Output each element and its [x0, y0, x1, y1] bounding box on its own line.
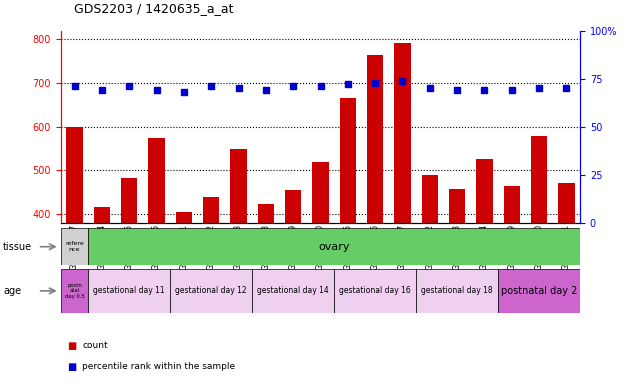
Bar — [148, 137, 165, 223]
Text: ■: ■ — [67, 362, 76, 372]
Bar — [171, 269, 252, 313]
Bar — [531, 136, 547, 223]
Bar — [498, 269, 580, 313]
Bar — [449, 189, 465, 223]
Bar — [394, 43, 411, 223]
Text: age: age — [3, 286, 21, 296]
Text: ovary: ovary — [319, 242, 350, 252]
Bar — [285, 190, 301, 223]
Text: gestational day 14: gestational day 14 — [257, 286, 329, 295]
Bar — [340, 98, 356, 223]
Bar — [504, 185, 520, 223]
Text: count: count — [82, 341, 108, 350]
Text: gestational day 16: gestational day 16 — [339, 286, 411, 295]
Bar — [67, 127, 83, 223]
Text: percentile rank within the sample: percentile rank within the sample — [82, 362, 235, 371]
Bar — [252, 269, 334, 313]
Bar — [476, 159, 493, 223]
Bar — [422, 175, 438, 223]
Text: gestational day 11: gestational day 11 — [94, 286, 165, 295]
Bar — [61, 269, 88, 313]
Text: ■: ■ — [67, 341, 76, 351]
Bar — [334, 269, 416, 313]
Bar — [121, 178, 137, 223]
Bar — [312, 162, 329, 223]
Bar — [176, 212, 192, 223]
Bar — [61, 228, 88, 265]
Bar — [258, 204, 274, 223]
Text: postnatal day 2: postnatal day 2 — [501, 286, 578, 296]
Text: tissue: tissue — [3, 242, 32, 252]
Bar — [203, 197, 219, 223]
Text: gestational day 18: gestational day 18 — [421, 286, 493, 295]
Bar — [558, 184, 574, 223]
Bar — [367, 55, 383, 223]
Text: postn
atal
day 0.5: postn atal day 0.5 — [65, 283, 85, 299]
Text: refere
nce: refere nce — [65, 241, 84, 252]
Bar — [88, 269, 171, 313]
Text: gestational day 12: gestational day 12 — [176, 286, 247, 295]
Bar — [230, 149, 247, 223]
Bar — [416, 269, 498, 313]
Text: GDS2203 / 1420635_a_at: GDS2203 / 1420635_a_at — [74, 2, 233, 15]
Bar — [94, 207, 110, 223]
